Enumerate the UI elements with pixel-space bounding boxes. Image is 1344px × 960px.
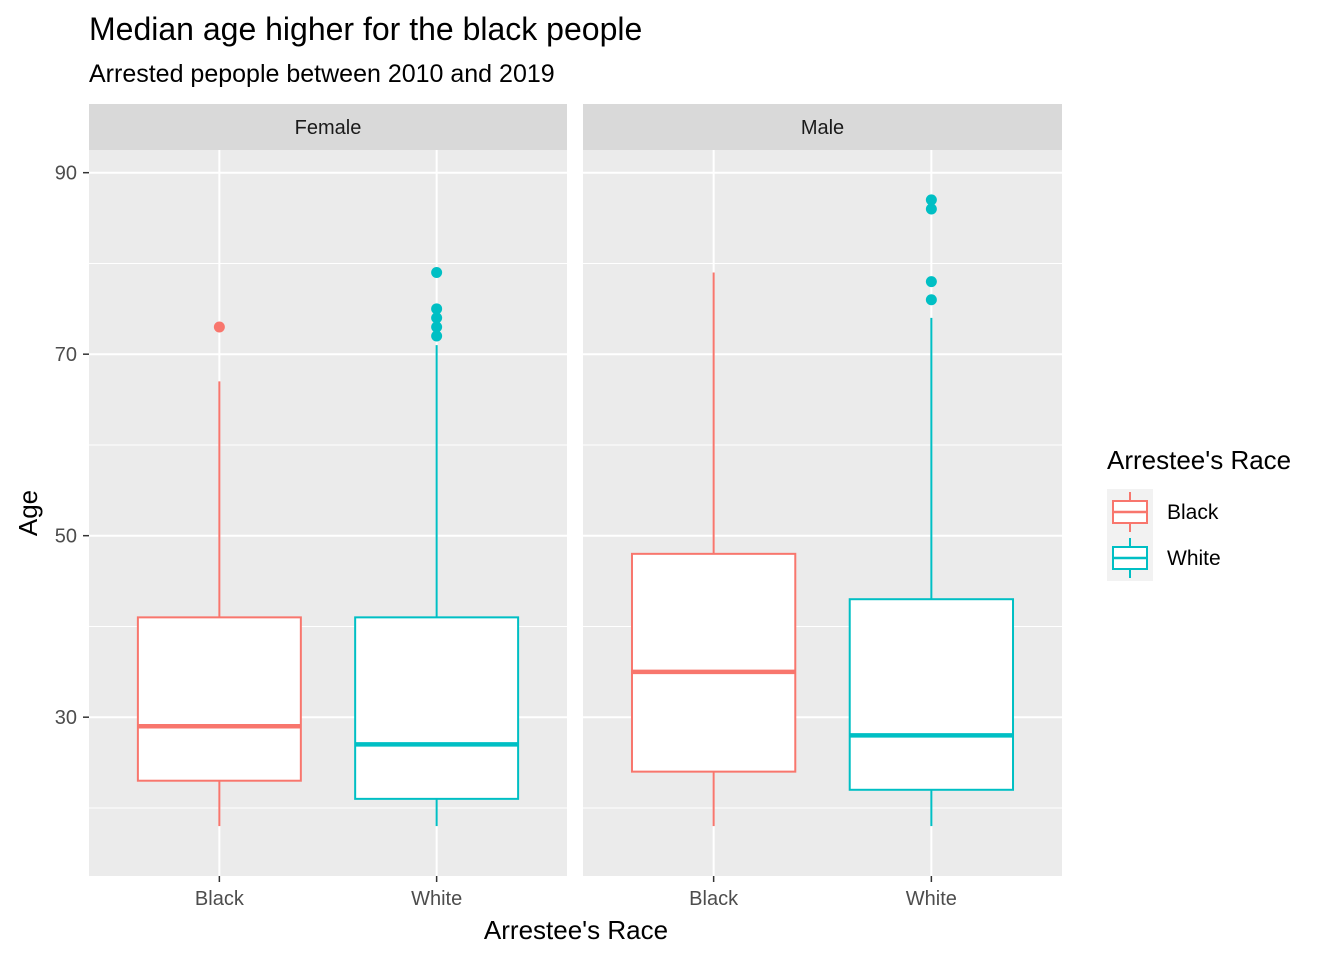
facet-strip — [89, 104, 567, 150]
outlier-point — [431, 330, 443, 342]
box-iqr — [354, 616, 520, 800]
outlier-point — [925, 294, 937, 306]
x-tick-label: Black — [689, 888, 739, 910]
facet-strip — [583, 104, 1062, 150]
y-tick-label: 50 — [55, 526, 77, 548]
box-iqr — [848, 598, 1015, 791]
box-iqr — [136, 616, 302, 782]
facet-panel-female: Female Black White — [89, 104, 567, 910]
chart-subtitle: Arrested pepople between 2010 and 2019 — [89, 60, 555, 88]
y-tick-label: 90 — [55, 163, 77, 185]
x-tick-label: White — [411, 888, 462, 910]
facet-label: Male — [801, 117, 844, 139]
x-tick-label: Black — [195, 888, 245, 910]
legend: Arrestee's Race Black White — [1107, 445, 1291, 581]
facet-label: Female — [295, 117, 362, 139]
outlier-point — [925, 194, 937, 206]
facet-panels: Female Black White Male Black White — [89, 104, 1062, 910]
outlier-point — [925, 276, 937, 288]
box-white — [848, 194, 1015, 827]
chart-title: Median age higher for the black people — [89, 11, 642, 47]
legend-label: White — [1167, 547, 1221, 570]
box-black — [136, 321, 302, 827]
outlier-point — [431, 303, 443, 315]
y-axis-title: Age — [13, 490, 43, 536]
y-tick-label: 70 — [55, 344, 77, 366]
legend-title: Arrestee's Race — [1107, 445, 1291, 475]
box-iqr — [630, 552, 797, 773]
legend-item-white: White — [1107, 535, 1221, 581]
outlier-point — [925, 203, 937, 215]
outlier-point — [213, 321, 225, 333]
y-axis: 30 50 70 90 — [55, 163, 89, 729]
facet-panel-male: Male Black White — [583, 104, 1062, 910]
legend-item-black: Black — [1107, 489, 1219, 535]
x-tick-label: White — [906, 888, 957, 910]
box-white — [354, 267, 520, 827]
y-tick-label: 30 — [55, 707, 77, 729]
legend-label: Black — [1167, 501, 1219, 524]
outlier-point — [431, 321, 443, 333]
outlier-point — [431, 267, 443, 279]
outlier-point — [431, 312, 443, 324]
x-axis-title: Arrestee's Race — [484, 915, 668, 945]
box-black — [630, 272, 797, 827]
